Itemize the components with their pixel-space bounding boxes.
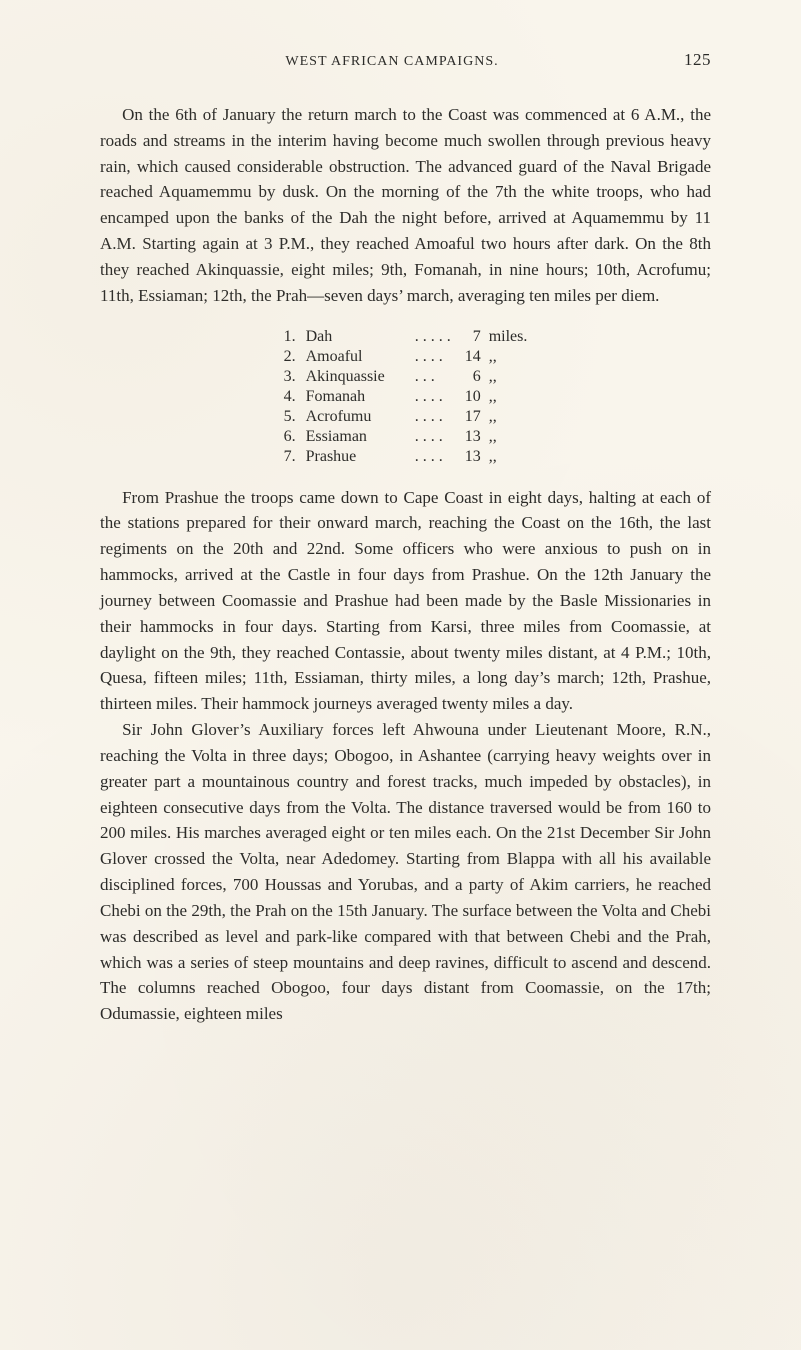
row-name: Akinquassie — [300, 367, 409, 387]
row-name: Dah — [300, 327, 409, 347]
row-dots: . . . . . — [409, 327, 457, 347]
row-index: 2. — [278, 347, 300, 367]
march-table: 1.Dah. . . . .7miles.2.Amoaful. . . .14,… — [100, 327, 711, 467]
row-unit: ,, — [485, 427, 534, 447]
row-dots: . . . . — [409, 447, 457, 467]
row-name: Acrofumu — [300, 407, 409, 427]
paragraph-2: From Prashue the troops came down to Cap… — [100, 485, 711, 717]
row-unit: ,, — [485, 347, 534, 367]
row-index: 7. — [278, 447, 300, 467]
table-row: 7.Prashue. . . .13,, — [278, 447, 534, 467]
row-dots: . . . — [409, 367, 457, 387]
table-row: 3.Akinquassie. . .6,, — [278, 367, 534, 387]
table-row: 5.Acrofumu. . . .17,, — [278, 407, 534, 427]
paragraph-1: On the 6th of January the return march t… — [100, 102, 711, 309]
row-dots: . . . . — [409, 347, 457, 367]
row-unit: ,, — [485, 407, 534, 427]
row-name: Prashue — [300, 447, 409, 467]
row-index: 4. — [278, 387, 300, 407]
row-name: Essiaman — [300, 427, 409, 447]
row-value: 7 — [457, 327, 485, 347]
table-row: 1.Dah. . . . .7miles. — [278, 327, 534, 347]
row-dots: . . . . — [409, 427, 457, 447]
table-row: 2.Amoaful. . . .14,, — [278, 347, 534, 367]
row-value: 14 — [457, 347, 485, 367]
row-value: 13 — [457, 427, 485, 447]
row-dots: . . . . — [409, 387, 457, 407]
row-unit: ,, — [485, 447, 534, 467]
distance-table: 1.Dah. . . . .7miles.2.Amoaful. . . .14,… — [278, 327, 534, 467]
paragraph-3: Sir John Glover’s Auxiliary forces left … — [100, 717, 711, 1027]
row-index: 6. — [278, 427, 300, 447]
row-index: 1. — [278, 327, 300, 347]
row-index: 3. — [278, 367, 300, 387]
row-name: Fomanah — [300, 387, 409, 407]
row-unit: ,, — [485, 387, 534, 407]
row-value: 17 — [457, 407, 485, 427]
table-row: 6.Essiaman. . . .13,, — [278, 427, 534, 447]
row-value: 10 — [457, 387, 485, 407]
page-number: 125 — [684, 50, 711, 70]
row-value: 13 — [457, 447, 485, 467]
page-header: WEST AFRICAN CAMPAIGNS. 125 — [100, 50, 711, 70]
running-head: WEST AFRICAN CAMPAIGNS. — [285, 54, 498, 70]
row-index: 5. — [278, 407, 300, 427]
row-name: Amoaful — [300, 347, 409, 367]
table-row: 4.Fomanah. . . .10,, — [278, 387, 534, 407]
row-dots: . . . . — [409, 407, 457, 427]
row-unit: ,, — [485, 367, 534, 387]
row-value: 6 — [457, 367, 485, 387]
row-unit: miles. — [485, 327, 534, 347]
